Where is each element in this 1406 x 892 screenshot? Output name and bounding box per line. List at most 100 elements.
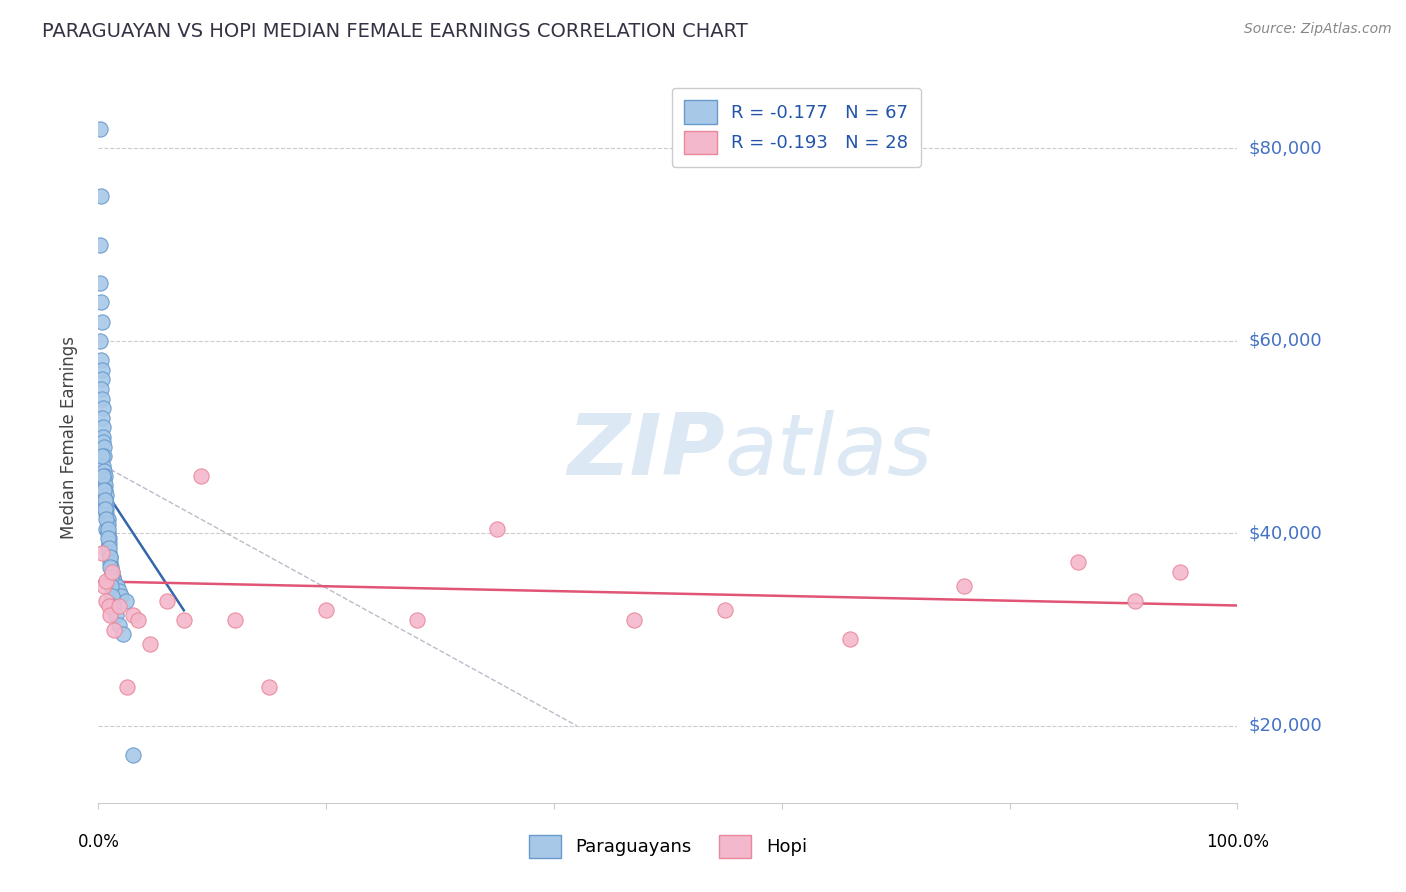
Point <box>96 541 118 555</box>
Point <box>1067 555 1090 569</box>
Point <box>93 474 115 488</box>
Point <box>110 589 132 603</box>
Point <box>623 613 645 627</box>
Point <box>97 531 120 545</box>
Text: ZIP: ZIP <box>567 410 725 493</box>
Point <box>115 681 138 695</box>
Point <box>121 747 143 762</box>
Point <box>108 617 131 632</box>
Point <box>97 599 120 613</box>
Point <box>98 608 121 623</box>
Point <box>89 276 111 290</box>
Point <box>89 237 111 252</box>
Point <box>90 295 112 310</box>
Point <box>94 502 117 516</box>
Point <box>138 637 160 651</box>
Point <box>96 521 118 535</box>
Point <box>105 579 128 593</box>
Point <box>114 593 136 607</box>
Text: 0.0%: 0.0% <box>77 833 120 851</box>
Point <box>90 189 112 203</box>
Text: PARAGUAYAN VS HOPI MEDIAN FEMALE EARNINGS CORRELATION CHART: PARAGUAYAN VS HOPI MEDIAN FEMALE EARNING… <box>42 22 748 41</box>
Point <box>91 458 114 473</box>
Point <box>93 450 115 464</box>
Point <box>315 603 337 617</box>
Point <box>127 613 149 627</box>
Point <box>98 560 121 574</box>
Point <box>96 526 118 541</box>
Point <box>839 632 862 647</box>
Point <box>91 420 114 434</box>
Point <box>101 589 124 603</box>
Point <box>406 613 429 627</box>
Text: $20,000: $20,000 <box>1249 717 1322 735</box>
Point <box>121 608 143 623</box>
Point <box>96 531 118 545</box>
Point <box>96 507 118 521</box>
Point <box>156 593 179 607</box>
Point <box>90 450 112 464</box>
Point <box>97 545 120 559</box>
Point <box>96 516 118 531</box>
Point <box>90 392 112 406</box>
Point <box>224 613 246 627</box>
Point <box>97 541 120 555</box>
Text: $80,000: $80,000 <box>1249 139 1322 157</box>
Point <box>98 550 121 565</box>
Point <box>94 468 117 483</box>
Text: atlas: atlas <box>725 410 932 493</box>
Point <box>90 362 112 376</box>
Point <box>91 434 114 449</box>
Point <box>101 565 124 579</box>
Point <box>104 608 127 623</box>
Text: $40,000: $40,000 <box>1249 524 1322 542</box>
Point <box>91 468 114 483</box>
Point <box>108 584 131 599</box>
Point <box>96 593 118 607</box>
Point <box>93 464 115 478</box>
Point <box>96 498 118 512</box>
Point <box>90 382 112 396</box>
Point <box>93 440 115 454</box>
Point <box>103 574 125 589</box>
Point <box>94 492 117 507</box>
Point <box>96 521 118 535</box>
Point <box>90 315 112 329</box>
Point <box>94 483 117 497</box>
Point <box>90 353 112 368</box>
Point <box>101 565 124 579</box>
Point <box>100 560 122 574</box>
Point <box>90 372 112 386</box>
Point <box>108 599 131 613</box>
Point <box>91 430 114 444</box>
Point <box>90 410 112 425</box>
Text: Source: ZipAtlas.com: Source: ZipAtlas.com <box>1244 22 1392 37</box>
Point <box>96 502 118 516</box>
Point <box>112 627 135 641</box>
Text: 100.0%: 100.0% <box>1206 833 1268 851</box>
Point <box>94 478 117 492</box>
Point <box>93 579 115 593</box>
Point <box>1123 593 1146 607</box>
Point <box>96 512 118 526</box>
Point <box>97 536 120 550</box>
Point <box>190 468 212 483</box>
Legend: Paraguayans, Hopi: Paraguayans, Hopi <box>520 826 815 867</box>
Point <box>96 488 118 502</box>
Point <box>90 545 112 559</box>
Point <box>91 401 114 416</box>
Point <box>100 569 122 583</box>
Point <box>89 334 111 348</box>
Point <box>98 550 121 565</box>
Point <box>96 574 118 589</box>
Point <box>96 512 118 526</box>
Point <box>486 521 509 535</box>
Point <box>100 579 122 593</box>
Text: $60,000: $60,000 <box>1249 332 1322 350</box>
Point <box>1170 565 1192 579</box>
Point <box>89 122 111 136</box>
Point <box>173 613 195 627</box>
Point <box>98 555 121 569</box>
Y-axis label: Median Female Earnings: Median Female Earnings <box>59 335 77 539</box>
Point <box>103 569 125 583</box>
